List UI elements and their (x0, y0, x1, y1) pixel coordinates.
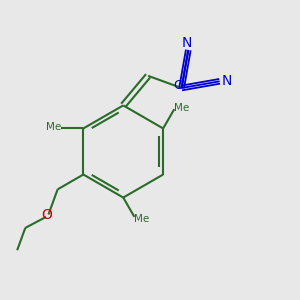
Text: N: N (182, 35, 192, 50)
Text: Me: Me (46, 122, 61, 132)
Text: Me: Me (174, 103, 189, 113)
Text: C: C (173, 79, 182, 92)
Text: N: N (222, 74, 232, 88)
Text: Me: Me (134, 214, 149, 224)
Text: O: O (41, 208, 52, 221)
